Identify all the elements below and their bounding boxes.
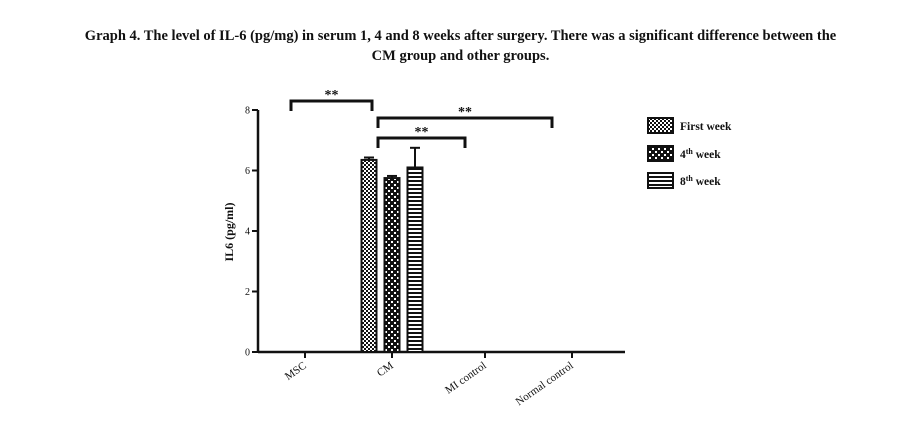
bar	[383, 177, 401, 353]
x-tick-label: CM	[375, 360, 396, 380]
significance-label: **	[415, 125, 429, 140]
significance-brackets: ** ** **	[289, 88, 554, 148]
x-tick-label: MI control	[443, 360, 489, 397]
legend: First week 4th week 8th week	[647, 117, 732, 189]
y-axis-label: IL6 (pg/ml)	[222, 202, 236, 261]
y-tick-label: 8	[245, 106, 250, 117]
legend-label: 4th week	[680, 147, 721, 161]
legend-swatch	[647, 145, 674, 162]
y-tick-label: 4	[245, 227, 250, 238]
caption-line-1: Graph 4. The level of IL-6 (pg/mg) in se…	[84, 28, 837, 44]
legend-swatch	[647, 117, 674, 134]
y-tick-label: 6	[245, 166, 250, 177]
x-tick-label: Normal control	[514, 360, 576, 409]
y-tick-label: 2	[245, 287, 250, 298]
y-tick-label: 0	[245, 348, 250, 359]
legend-label: First week	[680, 121, 732, 133]
figure-caption: Graph 4. The level of IL-6 (pg/mg) in se…	[0, 26, 921, 66]
significance-label: **	[458, 105, 472, 120]
caption-line-2: CM group and other groups.	[371, 48, 550, 64]
axes: 0 2 4 6 8 MSC CM MI control Normal control	[245, 106, 625, 409]
bars	[360, 146, 424, 353]
significance-bracket	[289, 99, 374, 111]
bar	[360, 158, 378, 353]
significance-bracket	[376, 136, 467, 148]
bar	[406, 166, 424, 353]
significance-label: **	[325, 88, 339, 103]
x-tick-label: MSC	[283, 360, 309, 383]
legend-label: 8th week	[680, 174, 721, 188]
legend-swatch	[647, 172, 674, 189]
significance-bracket	[376, 116, 554, 128]
